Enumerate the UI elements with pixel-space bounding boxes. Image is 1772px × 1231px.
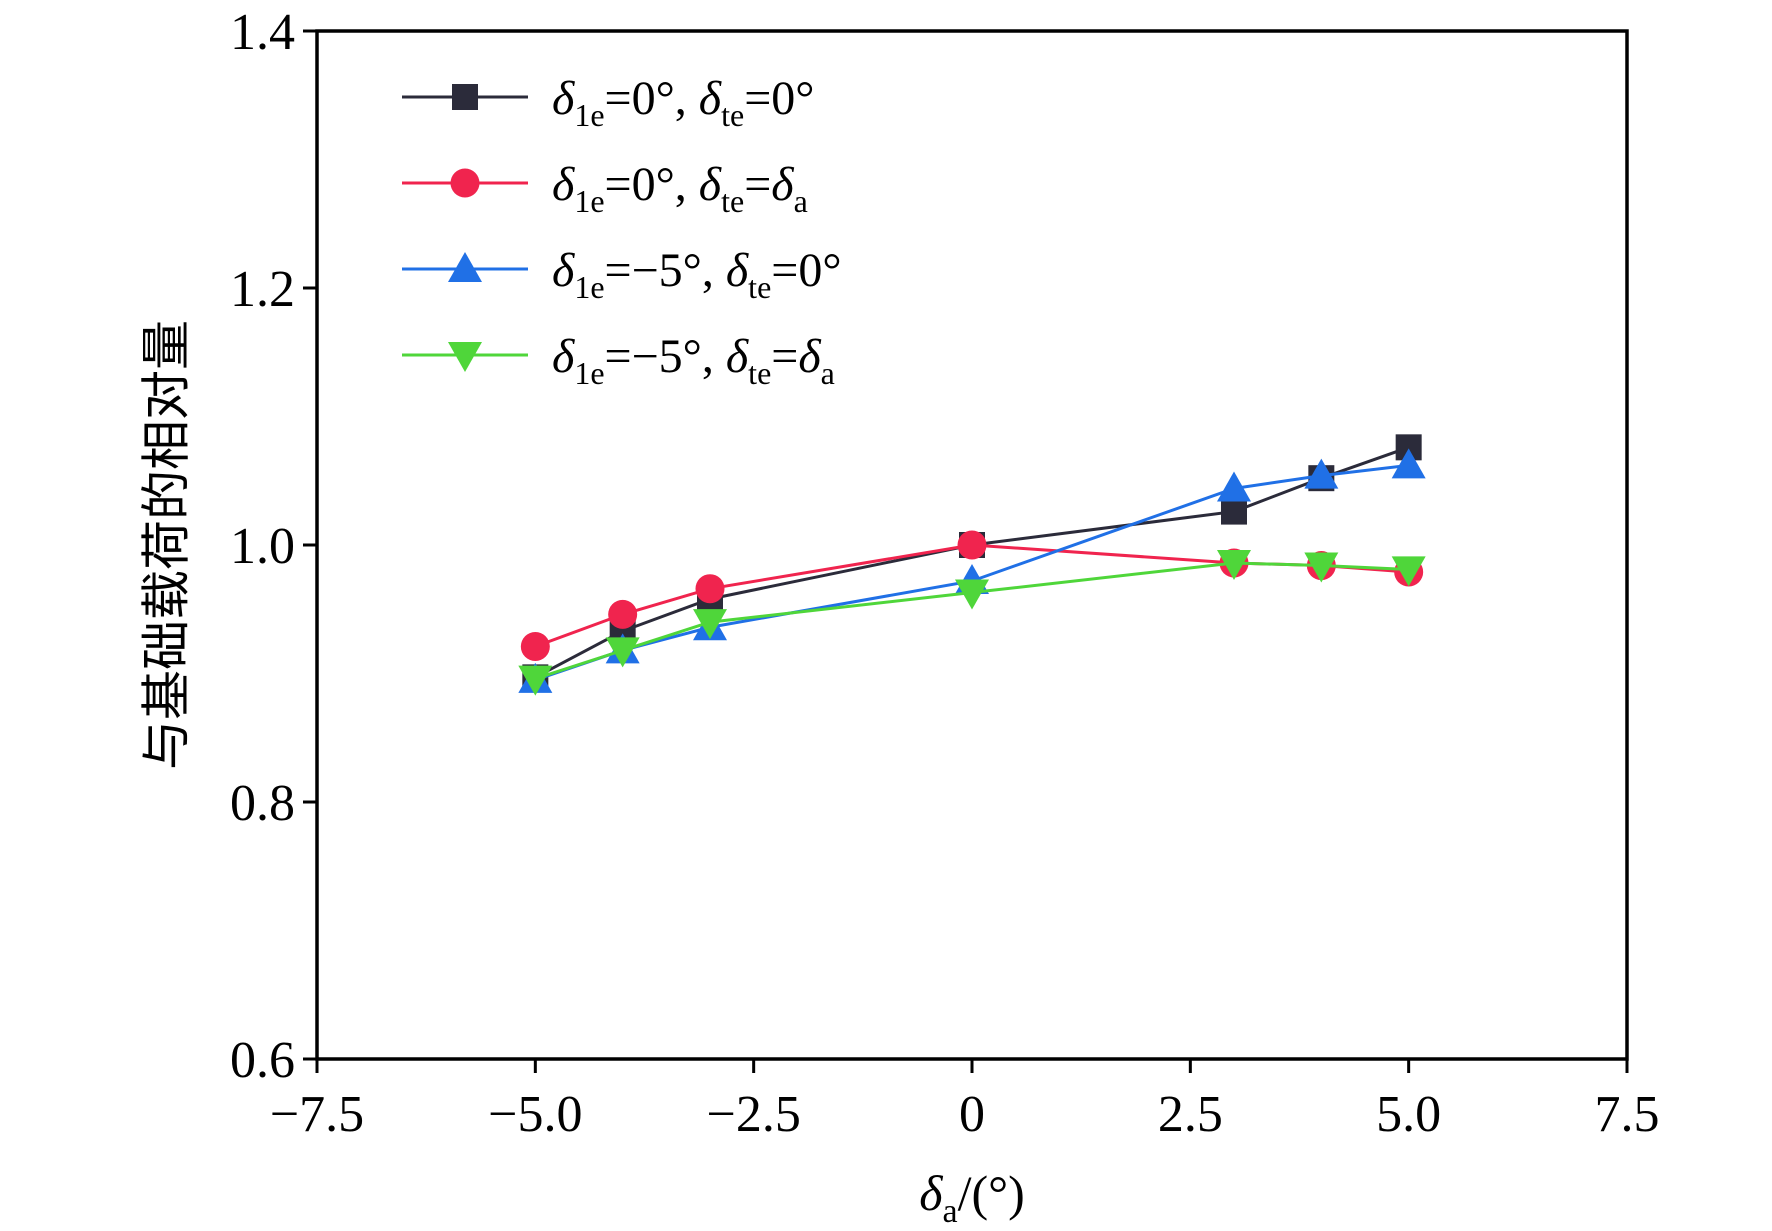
data-point — [693, 609, 727, 640]
y-tick-label: 0.6 — [230, 1032, 295, 1089]
data-point — [608, 599, 638, 629]
x-tick-label: −7.5 — [270, 1086, 364, 1143]
legend-marker — [452, 84, 478, 110]
x-tick-label: −2.5 — [707, 1086, 801, 1143]
y-axis-ticks: 0.6 0.8 1.0 1.2 1.4 — [230, 4, 317, 1089]
x-tick-label: 0 — [959, 1086, 985, 1143]
legend: δ1e=0°, δte=0° δ1e=0°, δte=δa δ1e=−5°, δte… — [402, 72, 842, 391]
legend-label: δ1e=0°, δte=δa — [552, 158, 808, 219]
x-axis-label: δa/(°) — [919, 1165, 1025, 1230]
x-tick-label: 5.0 — [1376, 1086, 1441, 1143]
data-point — [520, 632, 550, 662]
y-tick-label: 1.0 — [230, 518, 295, 575]
series-1 — [522, 434, 1422, 691]
series-4 — [518, 549, 1426, 696]
series-layer — [518, 434, 1426, 696]
data-point — [1391, 556, 1426, 587]
data-point — [1391, 448, 1426, 479]
legend-label: δ1e=−5°, δte=0° — [552, 244, 842, 305]
series-3 — [518, 448, 1426, 693]
x-axis-label-subscript: a — [942, 1193, 957, 1230]
data-point — [1217, 471, 1251, 502]
y-axis-label: 与基础载荷的相对量 — [138, 320, 196, 770]
x-axis-ticks: −7.5 −5.0 −2.5 0 2.5 5.0 7.5 — [270, 1059, 1660, 1143]
x-axis-label-suffix: /(°) — [958, 1165, 1025, 1221]
data-point — [957, 530, 987, 560]
data-point — [1221, 498, 1247, 525]
data-point — [605, 637, 640, 668]
legend-item: δ1e=−5°, δte=0° — [402, 244, 842, 305]
x-axis-label-symbol: δ — [919, 1165, 943, 1221]
y-tick-label: 1.4 — [230, 4, 295, 61]
legend-item: δ1e=0°, δte=0° — [402, 72, 814, 133]
legend-label: δ1e=0°, δte=0° — [552, 72, 814, 133]
data-point — [695, 574, 725, 604]
x-tick-label: −5.0 — [488, 1086, 582, 1143]
data-point — [1217, 549, 1251, 580]
legend-item: δ1e=−5°, δte=δa — [402, 330, 835, 391]
legend-marker — [450, 168, 480, 198]
data-point — [518, 665, 553, 696]
data-point — [1304, 458, 1339, 489]
data-point — [1304, 552, 1339, 583]
y-tick-label: 0.8 — [230, 775, 295, 832]
y-tick-label: 1.2 — [230, 261, 295, 318]
legend-label: δ1e=−5°, δte=δa — [552, 330, 835, 391]
legend-item: δ1e=0°, δte=δa — [402, 158, 808, 219]
x-tick-label: 2.5 — [1158, 1086, 1223, 1143]
data-point — [955, 579, 989, 610]
x-tick-label: 7.5 — [1595, 1086, 1660, 1143]
legend-marker — [448, 342, 482, 372]
legend-marker — [448, 252, 482, 282]
